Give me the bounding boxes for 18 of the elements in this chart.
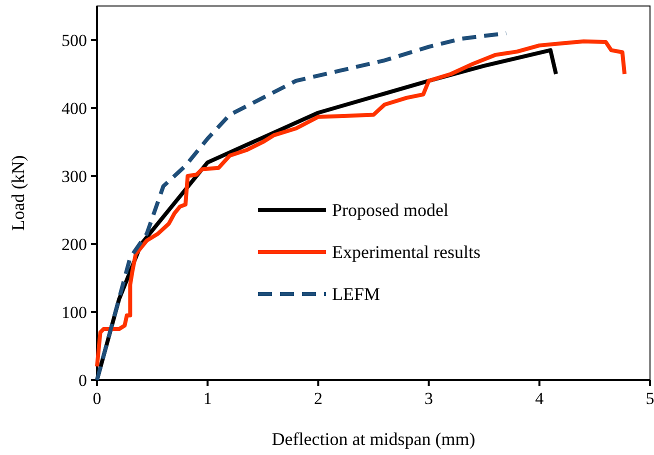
x-tick-label: 0 [92, 389, 102, 408]
y-tick-label: 300 [62, 167, 87, 186]
y-tick-label: 0 [78, 371, 87, 390]
y-tick-label: 100 [62, 303, 87, 322]
legend-label: Experimental results [332, 242, 480, 262]
y-tick-label: 200 [62, 235, 87, 254]
x-tick-label: 2 [314, 389, 322, 408]
y-axis-title: Load (kN) [8, 155, 28, 231]
line-series [95, 39, 627, 368]
x-tick-label: 5 [646, 389, 654, 408]
legend-label: LEFM [332, 284, 380, 304]
legend-label: Proposed model [332, 200, 448, 220]
x-tick-label: 1 [203, 389, 212, 408]
y-tick-label: 400 [62, 99, 87, 118]
x-axis-title: Deflection at midspan (mm) [272, 429, 476, 449]
x-tick-label: 4 [535, 389, 544, 408]
x-tick-label: 3 [424, 389, 434, 408]
y-tick-label: 500 [62, 31, 87, 50]
